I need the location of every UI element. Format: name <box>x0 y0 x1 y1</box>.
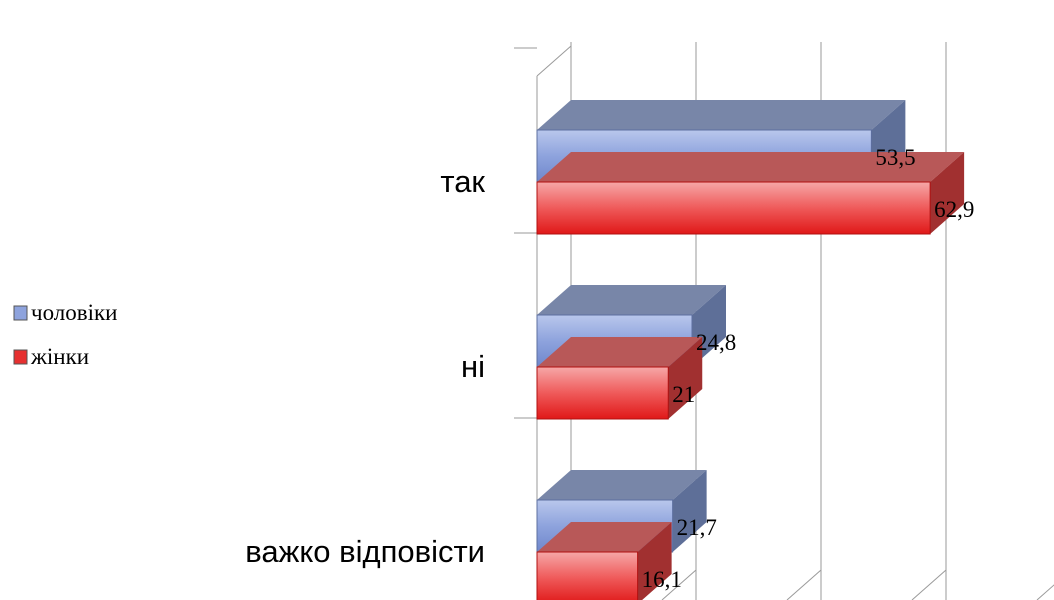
legend-swatch <box>13 349 28 365</box>
bar-top-face <box>537 100 906 130</box>
category-label: ні <box>461 349 485 384</box>
data-label: 21,7 <box>677 515 717 540</box>
bar-side-face <box>672 470 707 552</box>
gridline-depth <box>911 569 947 600</box>
data-label: 62,9 <box>934 197 974 222</box>
side-wall-top-edge <box>536 45 572 77</box>
gridline-depth <box>661 569 697 600</box>
category-axis <box>514 47 537 419</box>
gridline-depth <box>1036 584 1054 600</box>
bar-side-face <box>637 522 672 600</box>
bar-side-face <box>668 337 703 419</box>
gridline-depth <box>786 569 822 600</box>
bar-top-face <box>537 285 726 315</box>
data-label: 16,1 <box>642 567 682 592</box>
bar-side-face <box>930 152 965 234</box>
legend-swatch <box>13 305 28 321</box>
legend: чоловіки жінки <box>13 300 117 369</box>
bar-top-face <box>537 470 707 500</box>
bar-women <box>536 551 639 600</box>
legend-label: чоловіки <box>31 300 117 325</box>
category-label: так <box>440 164 485 199</box>
bar-top-face <box>537 152 965 182</box>
data-label: 24,8 <box>696 330 736 355</box>
bar-women <box>536 181 931 235</box>
bars <box>536 100 965 600</box>
labels: так 53,5 62,9 ні 24,8 21 важко відповісти 21,7 1… <box>245 145 974 592</box>
bar-top-face <box>537 337 703 367</box>
bar-top-face <box>537 522 672 552</box>
data-label: 21 <box>672 382 695 407</box>
category-label: важко відповісти <box>245 534 485 569</box>
data-label: 53,5 <box>875 145 915 170</box>
bar-women <box>536 366 669 420</box>
legend-label: жінки <box>30 344 89 369</box>
